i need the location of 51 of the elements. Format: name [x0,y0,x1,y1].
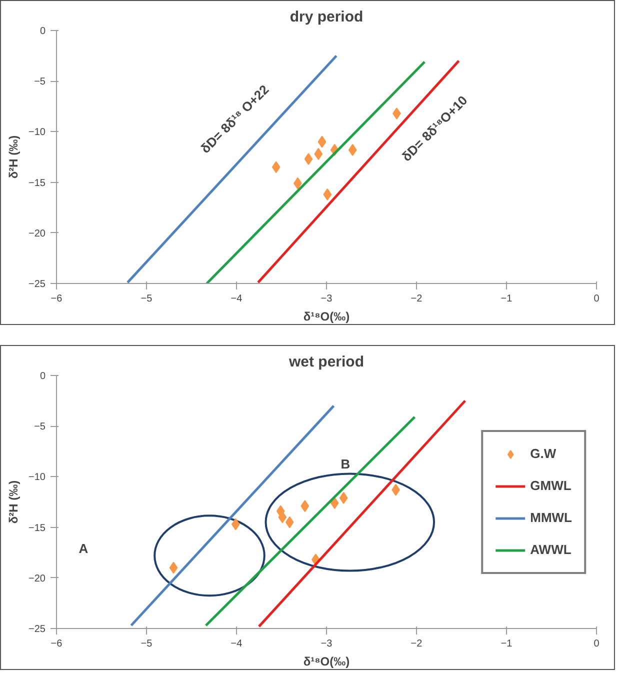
point [272,161,280,174]
point [318,136,326,148]
x-tick-label: −4 [230,638,243,650]
point [339,492,348,504]
point [304,153,313,166]
x-tick-label: −5 [140,638,153,650]
y-tick-label: −5 [34,76,46,88]
x-tick-label: −6 [50,294,63,304]
x-axis-title: δ¹⁸O(‰) [303,310,350,324]
point [330,497,339,510]
x-tick-label: −2 [410,294,423,304]
chart-title: wet period [288,354,364,370]
x-tick-label: −5 [140,294,153,304]
x-tick-label: −1 [500,638,513,650]
y-axis-title: δ²H (‰) [6,135,21,179]
legend-label: MMWL [530,510,572,525]
point [285,516,294,528]
point [323,188,332,200]
y-tick-label: −25 [28,624,46,635]
x-axis-title: δ¹⁸O(‰) [303,654,350,668]
chart-title: dry period [290,8,364,26]
x-tick-label: −1 [500,294,513,304]
annotation: A [78,541,89,556]
annotation: B [340,456,350,472]
y-tick-label: −5 [34,422,46,433]
x-tick-label: −3 [320,638,333,650]
y-tick-label: −15 [28,522,46,534]
point [348,144,357,156]
point [314,148,323,160]
y-tick-label: −10 [28,472,46,484]
legend-label: AWWL [530,542,572,557]
y-tick-label: −25 [28,279,46,290]
legend-label: GMWL [530,478,572,493]
y-tick-label: 0 [40,26,46,37]
x-tick-label: 0 [594,638,600,650]
y-tick-label: −10 [28,127,46,138]
x-tick-label: −3 [320,294,333,304]
point [278,511,287,524]
x-tick-label: −6 [50,638,63,650]
y-axis-title: δ²H (‰) [6,480,21,524]
x-tick-label: 0 [594,294,600,304]
point [231,518,240,530]
point [300,500,310,512]
y-tick-label: 0 [40,371,46,382]
legend-label: G.W [530,446,556,461]
y-tick-label: −20 [28,573,46,584]
point [169,562,178,574]
y-tick-label: −15 [28,178,46,189]
x-tick-label: −4 [230,294,243,304]
x-tick-label: −2 [410,638,423,650]
y-tick-label: −20 [28,228,46,240]
